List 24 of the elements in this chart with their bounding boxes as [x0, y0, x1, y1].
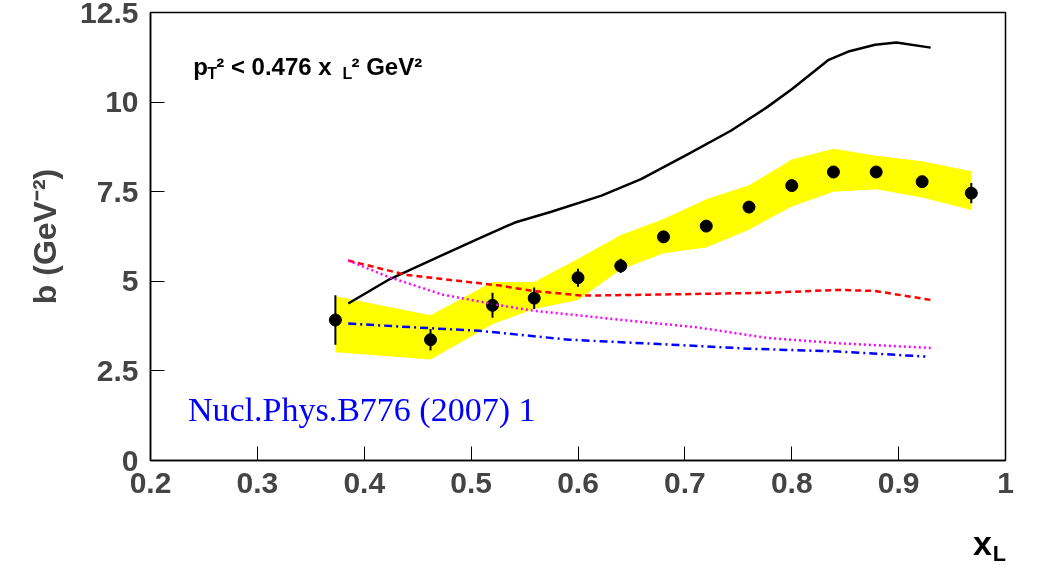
- y-tick-label: 2.5: [96, 353, 139, 387]
- y-tick-label: 5: [121, 264, 139, 298]
- point: [869, 165, 883, 179]
- x-tick-label: 1: [997, 465, 1014, 499]
- x-tick-label: 0.9: [877, 465, 920, 499]
- y-axis-title: b (GeV⁻²): [27, 168, 64, 305]
- point: [742, 200, 756, 214]
- point: [657, 230, 670, 244]
- x-tick-label: 0.3: [236, 465, 279, 499]
- x-tick-label: 0.4: [343, 465, 386, 499]
- x-tick-label: 0.5: [450, 465, 492, 499]
- point: [699, 219, 713, 233]
- point: [915, 175, 929, 189]
- point: [826, 165, 840, 179]
- y-tick-label: 7.5: [96, 174, 139, 208]
- line-series: [346, 322, 927, 358]
- y-tick-label: 12.5: [80, 0, 139, 29]
- x-tick-label: 0.6: [557, 465, 599, 499]
- x-tick-label: 0.8: [770, 465, 813, 499]
- y-tick-label: 10: [105, 85, 139, 119]
- point: [785, 179, 799, 193]
- x-tick-label: 0.7: [664, 465, 706, 499]
- line-series: [346, 259, 932, 350]
- annotation: Nucl.Phys.B776 (2007) 1: [187, 391, 536, 430]
